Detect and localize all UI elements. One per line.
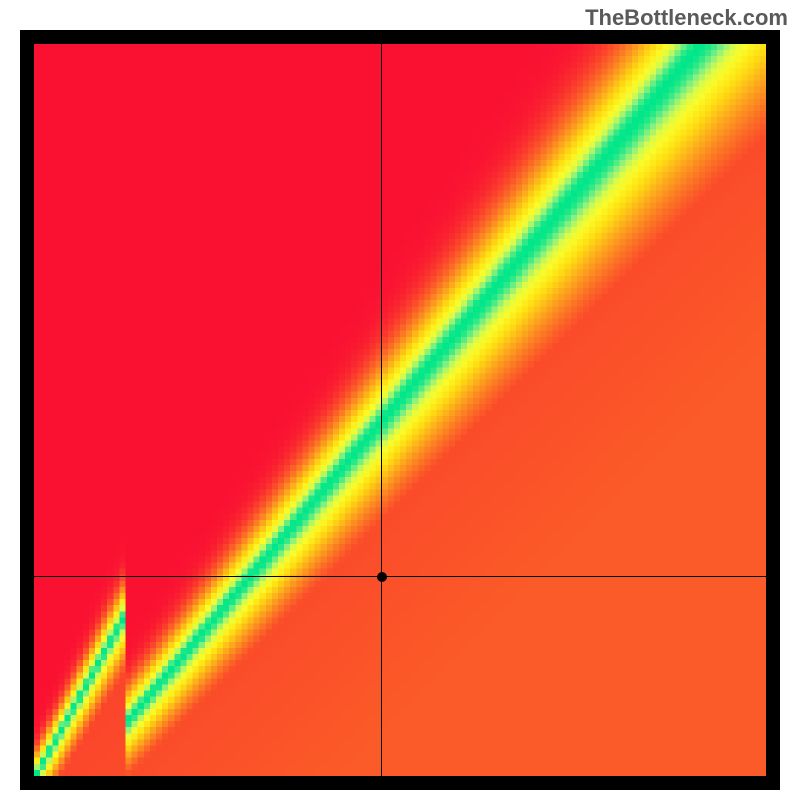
watermark-text: TheBottleneck.com (585, 5, 788, 31)
selection-marker-dot (377, 572, 387, 582)
figure-container: TheBottleneck.com (0, 0, 800, 800)
crosshair-horizontal (34, 576, 766, 577)
bottleneck-heatmap (34, 44, 766, 776)
crosshair-vertical (381, 44, 382, 776)
